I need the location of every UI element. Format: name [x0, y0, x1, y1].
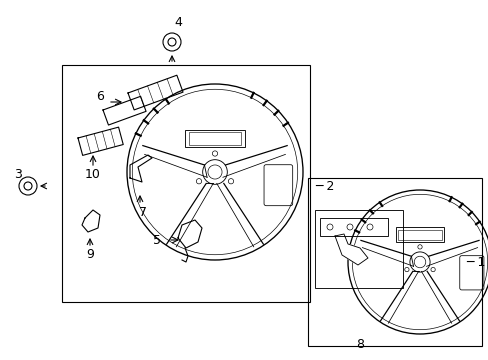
Bar: [184, 130, 244, 147]
Text: ─ 1: ─ 1: [466, 256, 485, 269]
Bar: [62, 65, 309, 302]
Bar: [307, 178, 481, 346]
Text: 7: 7: [139, 206, 147, 219]
Text: 5: 5: [153, 234, 161, 247]
Bar: [188, 132, 241, 145]
Text: 3: 3: [14, 168, 22, 181]
Text: 10: 10: [85, 168, 101, 181]
Bar: [395, 228, 444, 242]
Polygon shape: [334, 234, 367, 265]
Text: 6: 6: [96, 90, 104, 103]
Text: 4: 4: [174, 15, 182, 28]
Text: ─ 2: ─ 2: [314, 180, 334, 193]
Bar: [398, 230, 441, 240]
Text: 8: 8: [355, 338, 363, 351]
Text: 9: 9: [86, 248, 94, 261]
Bar: [319, 218, 387, 236]
Bar: [314, 210, 402, 288]
